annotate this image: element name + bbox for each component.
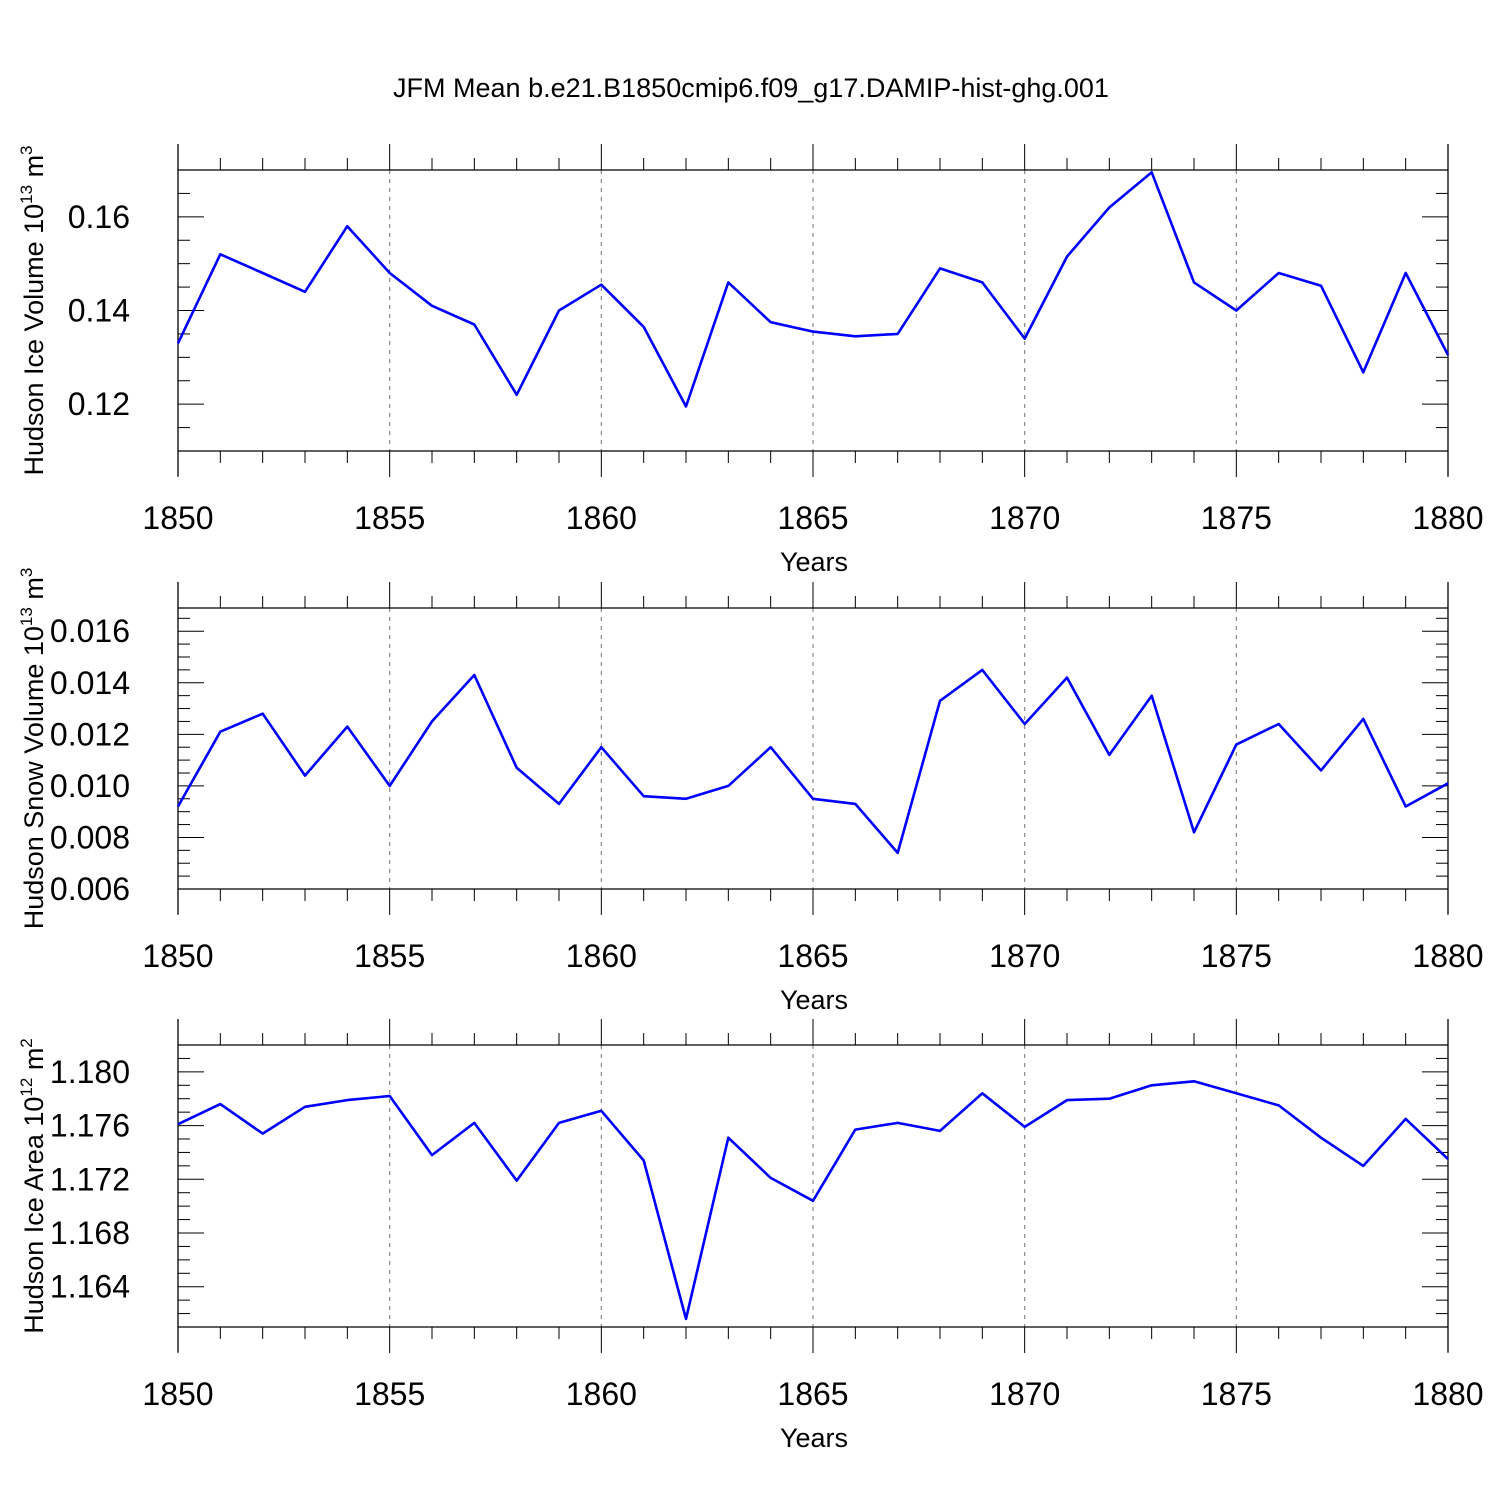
data-series-line xyxy=(176,668,1449,855)
panels: 1850 1855 1860 1865 1870 1875 1880 Years 0.12 0.1… xyxy=(17,144,1484,1453)
data-series-line xyxy=(177,1080,1449,1321)
x-axis-label: Years xyxy=(780,547,848,577)
x-tick-label: 1875 xyxy=(1201,500,1272,536)
y-axis-label-superscript: 12 xyxy=(17,1078,36,1097)
chart-panel-1: 1850 1855 1860 1865 1870 1875 1880 Years 0.12 0.1… xyxy=(17,144,1484,577)
y-tick-label: 1.168 xyxy=(50,1215,130,1251)
x-tick-label: 1875 xyxy=(1201,938,1272,974)
x-tick-label: 1870 xyxy=(989,1376,1060,1412)
y-axis-label-superscript: 13 xyxy=(17,185,36,204)
x-tick-label: 1880 xyxy=(1412,500,1483,536)
y-axis-label-text: m xyxy=(19,577,49,607)
x-tick-label: 1860 xyxy=(566,500,637,536)
x-tick-label: 1855 xyxy=(354,1376,425,1412)
x-tick-label: 1865 xyxy=(777,1376,848,1412)
y-axis-label-superscript: 3 xyxy=(17,568,36,577)
y-tick-label: 1.180 xyxy=(50,1054,130,1090)
y-tick-label: 1.164 xyxy=(50,1269,130,1305)
x-tick-label: 1860 xyxy=(566,938,637,974)
x-tick-label: 1875 xyxy=(1201,1376,1272,1412)
x-tick-label: 1870 xyxy=(989,938,1060,974)
y-tick-label: 0.014 xyxy=(50,665,130,701)
chart-panel-2: 1850 1855 1860 1865 1870 1875 1880 Years 0.006 0.… xyxy=(17,568,1484,1015)
y-axis-label-text: m xyxy=(19,155,49,185)
y-axis-label: Hudson Ice Volume 1013 m3 xyxy=(17,145,49,475)
x-axis-label: Years xyxy=(780,1423,848,1453)
x-tick-label: 1850 xyxy=(142,938,213,974)
y-tick-label: 0.006 xyxy=(50,871,130,907)
x-tick-label: 1880 xyxy=(1412,1376,1483,1412)
y-axis-label: Hudson Ice Area 1012 m2 xyxy=(17,1038,49,1334)
x-tick-label: 1865 xyxy=(777,500,848,536)
y-tick-label: 0.12 xyxy=(68,386,130,422)
y-tick-label: 0.16 xyxy=(68,199,130,235)
x-tick-label: 1860 xyxy=(566,1376,637,1412)
figure-title: JFM Mean b.e21.B1850cmip6.f09_g17.DAMIP-… xyxy=(393,73,1109,103)
x-tick-label: 1850 xyxy=(142,500,213,536)
x-tick-label: 1855 xyxy=(354,938,425,974)
y-axis-label: Hudson Snow Volume 1013 m3 xyxy=(17,568,49,930)
y-tick-label: 0.010 xyxy=(50,768,130,804)
y-tick-label: 0.012 xyxy=(50,716,130,752)
y-axis-label-superscript: 3 xyxy=(17,145,36,154)
x-tick-label: 1870 xyxy=(989,500,1060,536)
y-tick-label: 0.14 xyxy=(68,293,130,329)
y-tick-label: 1.172 xyxy=(50,1161,130,1197)
y-axis-label-text: Hudson Ice Volume 10 xyxy=(19,204,49,476)
x-tick-label: 1855 xyxy=(354,500,425,536)
y-axis-label-text: Hudson Snow Volume 10 xyxy=(19,626,49,929)
data-series-line xyxy=(176,171,1450,408)
y-tick-label: 0.016 xyxy=(50,613,130,649)
y-tick-label: 0.008 xyxy=(50,819,130,855)
y-axis-label-superscript: 2 xyxy=(17,1038,36,1047)
x-axis-label: Years xyxy=(780,985,848,1015)
x-tick-label: 1880 xyxy=(1412,938,1483,974)
x-tick-label: 1865 xyxy=(777,938,848,974)
chart-panel-3: 1850 1855 1860 1865 1870 1875 1880 Years 1.164 1.… xyxy=(17,1019,1484,1453)
y-axis-label-text: m xyxy=(19,1048,49,1078)
x-tick-label: 1850 xyxy=(142,1376,213,1412)
y-axis-label-text: Hudson Ice Area 10 xyxy=(19,1097,49,1334)
y-tick-label: 1.176 xyxy=(50,1108,130,1144)
y-axis-label-superscript: 13 xyxy=(17,607,36,626)
